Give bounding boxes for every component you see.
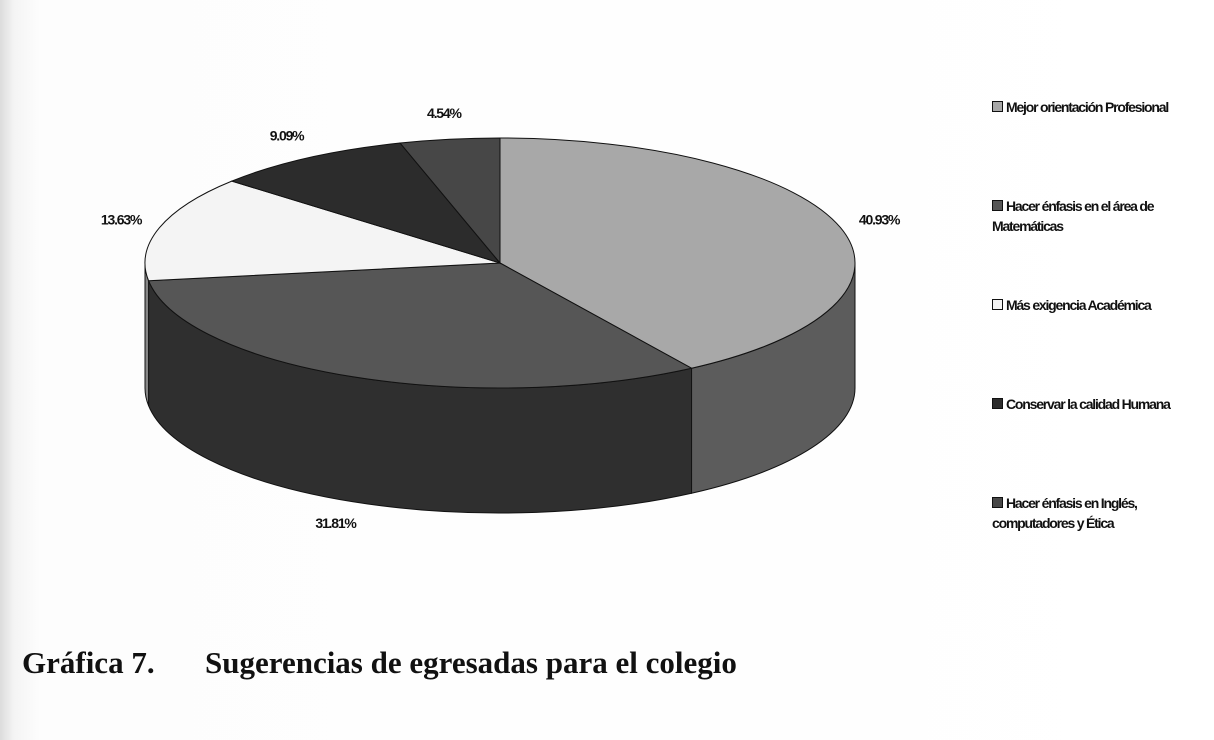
legend-swatch bbox=[992, 101, 1003, 112]
legend-item: Hacer énfasis en el área de Matemáticas bbox=[992, 196, 1197, 236]
legend-swatch bbox=[992, 200, 1003, 211]
figure-label: Gráfica 7. bbox=[22, 645, 155, 680]
pie-slice bbox=[230, 142, 502, 264]
legend-item: Hacer énfasis en Inglés, computadores y … bbox=[992, 493, 1197, 533]
pie-side bbox=[144, 262, 150, 406]
pie-slice bbox=[499, 137, 856, 369]
legend-label: Mejor orientación Profesional bbox=[1006, 99, 1169, 115]
legend-label: Hacer énfasis en Inglés, computadores y … bbox=[992, 495, 1138, 531]
pie-slice bbox=[399, 137, 501, 265]
chart-title: Sugerencias de egresadas para el colegio bbox=[205, 645, 737, 680]
legend-label: Hacer énfasis en el área de Matemáticas bbox=[992, 198, 1155, 234]
data-label: 40.93% bbox=[859, 212, 901, 228]
legend-item: Más exigencia Académica bbox=[992, 295, 1197, 315]
legend-swatch bbox=[992, 497, 1003, 508]
legend-swatch bbox=[992, 398, 1003, 409]
legend-item: Mejor orientación Profesional bbox=[992, 97, 1197, 117]
legend-item: Conservar la calidad Humana bbox=[992, 394, 1197, 414]
data-label: 31.81% bbox=[315, 515, 357, 531]
data-label: 4.54% bbox=[427, 105, 462, 121]
pie-slice bbox=[147, 262, 693, 389]
legend-swatch bbox=[992, 299, 1003, 310]
pie-slice bbox=[144, 180, 501, 282]
data-label: 13.63% bbox=[101, 211, 143, 227]
data-label: 9.09% bbox=[270, 127, 305, 143]
legend-label: Más exigencia Académica bbox=[1006, 297, 1152, 313]
pie bbox=[144, 137, 856, 514]
legend-label: Conservar la calidad Humana bbox=[1006, 396, 1171, 412]
